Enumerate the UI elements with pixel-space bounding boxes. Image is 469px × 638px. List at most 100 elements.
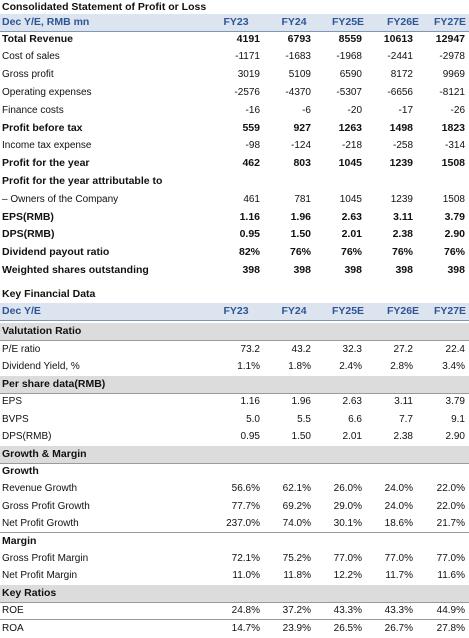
row-value: 9969 [442, 69, 465, 80]
row-value: 5.5 [297, 414, 311, 425]
kfd-row: BVPS 5.0 5.5 6.6 7.7 9.1 [0, 411, 469, 429]
row-label: Finance costs [2, 105, 64, 116]
row-value: 6793 [287, 33, 311, 45]
row-label: Revenue Growth [2, 483, 78, 494]
row-value: 1823 [441, 122, 465, 134]
row-value: 2.38 [392, 228, 413, 240]
row-value: 11.0% [232, 570, 260, 581]
row-value: 4191 [236, 33, 260, 45]
row-value: 3019 [237, 69, 260, 80]
kfd-row: ROE 24.8% 37.2% 43.3% 43.3% 44.9% [0, 602, 469, 620]
row-label: Total Revenue [2, 33, 73, 45]
row-value: 398 [293, 264, 311, 276]
row-value: 1508 [442, 194, 465, 205]
row-label: Gross Profit Growth [2, 501, 90, 512]
row-value: 12947 [435, 33, 465, 45]
row-value: 24.8% [231, 605, 260, 616]
row-value: 43.3% [384, 605, 413, 616]
row-label: ROA [2, 623, 24, 634]
row-value: 74.0% [282, 518, 311, 529]
row-value: -218 [341, 140, 362, 151]
row-label: Dividend payout ratio [2, 246, 110, 258]
pl-title: Consolidated Statement of Profit or Loss [2, 1, 207, 13]
row-value: 1498 [389, 122, 413, 134]
pl-row: Profit for the year attributable to [0, 172, 469, 190]
header-period: FY27E [433, 305, 467, 317]
row-label: Weighted shares outstanding [2, 264, 149, 276]
row-value: 8172 [390, 69, 413, 80]
row-value: 26.5% [333, 623, 362, 634]
row-label: Net Profit Growth [2, 518, 79, 529]
row-value: -2441 [387, 51, 413, 62]
pl-row: Dividend payout ratio 82% 76% 76% 76% 76% [0, 243, 469, 261]
header-period: FY27E [433, 16, 467, 28]
row-value: 398 [242, 264, 260, 276]
row-value: 76% [443, 246, 465, 258]
row-value: 2.01 [342, 431, 362, 442]
row-value: 21.7% [436, 518, 465, 529]
subsection-title: Growth [2, 465, 39, 477]
row-value: 803 [293, 157, 311, 169]
row-value: -4370 [285, 87, 311, 98]
row-value: 43.3% [333, 605, 362, 616]
row-label: DPS(RMB) [2, 431, 52, 442]
row-value: 56.6% [231, 483, 260, 494]
header-period: FY26E [386, 305, 420, 317]
row-value: -6656 [387, 87, 413, 98]
row-value: -5307 [336, 87, 362, 98]
row-value: 8559 [338, 33, 362, 45]
pl-row: Profit before tax 559 927 1263 1498 1823 [0, 119, 469, 137]
row-label: Profit for the year [2, 157, 90, 169]
pl-row: Operating expenses -2576 -4370 -5307 -6656 -8… [0, 84, 469, 102]
subsection-margin: Margin [0, 533, 469, 550]
section-title: Growth & Margin [2, 448, 87, 460]
kfd-row: Gross Profit Margin 72.1% 75.2% 77.0% 77.0% 7… [0, 550, 469, 568]
row-value: 1239 [389, 157, 413, 169]
row-value: 1.16 [239, 211, 260, 223]
row-value: 781 [294, 194, 311, 205]
row-value: 2.90 [445, 431, 465, 442]
pl-row: Cost of sales -1171 -1683 -1968 -2441 -2978 [0, 48, 469, 66]
row-value: 26.7% [384, 623, 413, 634]
kfd-row: Net Profit Margin 11.0% 11.8% 12.2% 11.7% 11.… [0, 567, 469, 585]
kfd-row: EPS 1.16 1.96 2.63 3.11 3.79 [0, 393, 469, 411]
row-value: 27.8% [436, 623, 465, 634]
row-value: 27.2 [393, 344, 413, 355]
row-label: Income tax expense [2, 140, 92, 151]
row-value: 1.50 [290, 228, 311, 240]
header-period: FY26E [386, 16, 420, 28]
row-value: -2978 [439, 51, 465, 62]
header-year-end-label: Dec Y/E [2, 305, 41, 317]
row-value: 73.2 [240, 344, 260, 355]
row-label: Profit before tax [2, 122, 83, 134]
row-value: 0.95 [239, 228, 260, 240]
row-value: 76% [340, 246, 362, 258]
row-value: 44.9% [436, 605, 465, 616]
row-value: 2.90 [444, 228, 465, 240]
divider [0, 619, 469, 620]
row-value: 11.6% [437, 570, 465, 581]
row-value: 22.0% [436, 501, 465, 512]
row-value: -2576 [234, 87, 260, 98]
pl-row: Total Revenue 4191 6793 8559 10613 12947 [0, 30, 469, 48]
pl-row: Gross profit 3019 5109 6590 8172 9969 [0, 66, 469, 84]
section-title: Valutation Ratio [2, 325, 82, 337]
section-growth-margin: Growth & Margin [0, 446, 469, 464]
pl-row: DPS(RMB) 0.95 1.50 2.01 2.38 2.90 [0, 225, 469, 243]
row-value: 6.6 [348, 414, 362, 425]
row-value: 1.8% [288, 361, 311, 372]
divider [0, 532, 469, 533]
header-period: FY23 [223, 16, 249, 28]
row-value: -20 [347, 105, 362, 116]
row-value: 72.1% [231, 553, 260, 564]
header-period: FY23 [223, 305, 249, 317]
row-value: 1263 [338, 122, 362, 134]
row-value: 77.0% [384, 553, 413, 564]
section-key-ratios: Key Ratios [0, 585, 469, 603]
pl-header: Dec Y/E, RMB mn FY23 FY24 FY25E FY26E FY27E [0, 14, 469, 32]
row-label: Cost of sales [2, 51, 60, 62]
row-value: -16 [245, 105, 260, 116]
section-valuation-ratio: Valutation Ratio [0, 323, 469, 341]
pl-row: EPS(RMB) 1.16 1.96 2.63 3.11 3.79 [0, 208, 469, 226]
